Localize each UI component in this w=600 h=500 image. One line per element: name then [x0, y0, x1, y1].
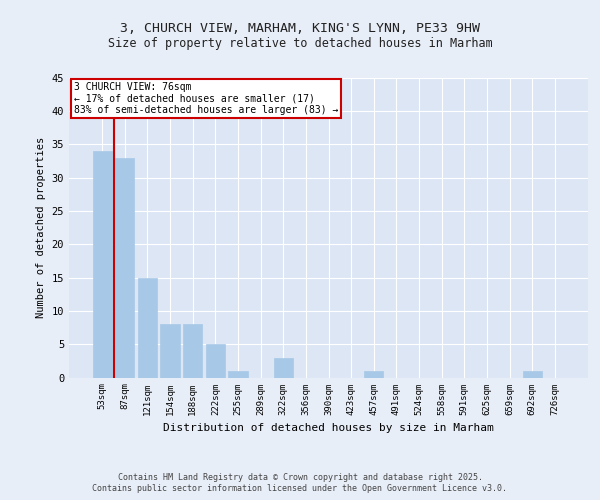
Bar: [138, 278, 157, 378]
Text: Contains HM Land Registry data © Crown copyright and database right 2025.: Contains HM Land Registry data © Crown c…: [118, 472, 482, 482]
Bar: [229, 371, 248, 378]
Y-axis label: Number of detached properties: Number of detached properties: [36, 137, 46, 318]
Text: 3, CHURCH VIEW, MARHAM, KING'S LYNN, PE33 9HW: 3, CHURCH VIEW, MARHAM, KING'S LYNN, PE3…: [120, 22, 480, 36]
Bar: [206, 344, 225, 378]
Bar: [274, 358, 293, 378]
Bar: [523, 371, 542, 378]
Bar: [115, 158, 134, 378]
Text: Size of property relative to detached houses in Marham: Size of property relative to detached ho…: [107, 36, 493, 50]
Text: 3 CHURCH VIEW: 76sqm
← 17% of detached houses are smaller (17)
83% of semi-detac: 3 CHURCH VIEW: 76sqm ← 17% of detached h…: [74, 82, 338, 115]
Bar: [92, 151, 112, 378]
Text: Contains public sector information licensed under the Open Government Licence v3: Contains public sector information licen…: [92, 484, 508, 493]
Bar: [160, 324, 180, 378]
X-axis label: Distribution of detached houses by size in Marham: Distribution of detached houses by size …: [163, 423, 494, 433]
Bar: [364, 371, 383, 378]
Bar: [183, 324, 202, 378]
